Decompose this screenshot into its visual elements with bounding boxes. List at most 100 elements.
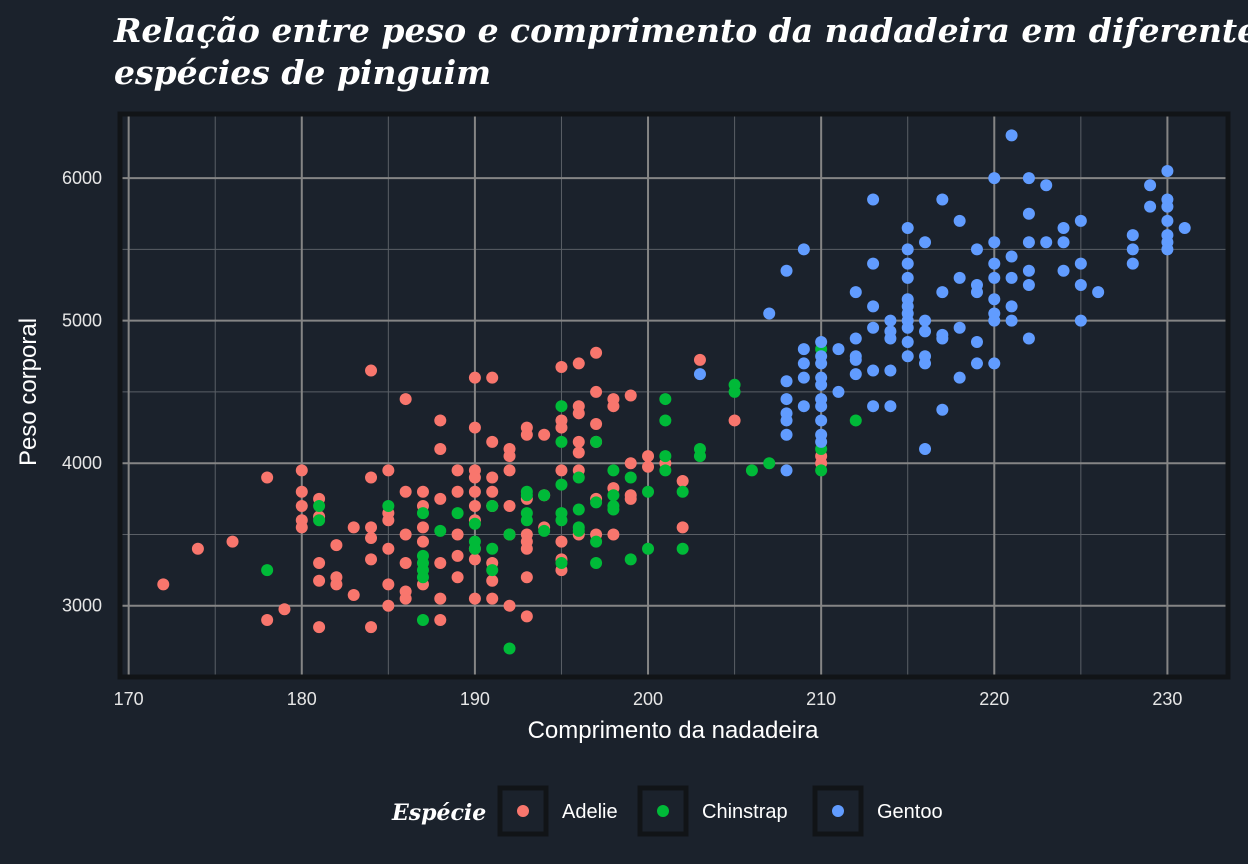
- data-point: [382, 514, 395, 527]
- legend-title: Espécie: [391, 800, 486, 826]
- data-point: [642, 450, 655, 463]
- data-point: [988, 314, 1001, 327]
- data-point: [1161, 214, 1174, 227]
- data-point: [624, 492, 637, 505]
- data-point: [745, 464, 758, 477]
- data-point: [970, 357, 983, 370]
- data-point: [815, 435, 828, 448]
- legend-label-chinstrap: Chinstrap: [702, 801, 788, 823]
- data-point: [953, 321, 966, 334]
- data-point: [468, 499, 481, 512]
- data-point: [1022, 236, 1035, 249]
- data-point: [1040, 236, 1053, 249]
- data-point: [555, 514, 568, 527]
- data-point: [382, 578, 395, 591]
- data-point: [988, 172, 1001, 185]
- legend-key-dot: [657, 805, 669, 817]
- data-point: [936, 286, 949, 299]
- data-point: [728, 414, 741, 427]
- data-point: [434, 442, 447, 455]
- data-point: [313, 556, 326, 569]
- data-point: [1144, 200, 1157, 213]
- data-point: [434, 556, 447, 569]
- data-point: [780, 393, 793, 406]
- data-point: [365, 521, 378, 534]
- data-point: [399, 393, 412, 406]
- data-point: [988, 357, 1001, 370]
- chart-title-line-2: espécies de pinguim: [114, 53, 491, 92]
- data-point: [191, 542, 204, 555]
- data-point: [867, 193, 880, 206]
- data-point: [624, 389, 637, 402]
- data-point: [468, 592, 481, 605]
- data-point: [919, 314, 932, 327]
- data-point: [468, 421, 481, 434]
- data-point: [295, 499, 308, 512]
- legend-key-box: [812, 785, 864, 837]
- data-point: [416, 535, 429, 548]
- y-tick-label: 4000: [62, 453, 102, 473]
- data-point: [1057, 264, 1070, 277]
- data-point: [936, 332, 949, 345]
- data-point: [1005, 314, 1018, 327]
- data-point: [676, 521, 689, 534]
- data-point: [1161, 243, 1174, 256]
- data-point: [763, 457, 776, 470]
- data-point: [624, 457, 637, 470]
- data-point: [884, 314, 897, 327]
- data-point: [1126, 257, 1139, 270]
- data-point: [624, 471, 637, 484]
- data-point: [849, 368, 862, 381]
- data-point: [503, 499, 516, 512]
- data-point: [486, 371, 499, 384]
- data-point: [624, 553, 637, 566]
- data-point: [1074, 257, 1087, 270]
- data-point: [1057, 222, 1070, 235]
- data-point: [867, 300, 880, 313]
- data-point: [1126, 229, 1139, 242]
- data-point: [1005, 250, 1018, 263]
- data-point: [607, 489, 620, 502]
- data-point: [815, 414, 828, 427]
- data-point: [849, 286, 862, 299]
- data-point: [970, 286, 983, 299]
- data-point: [642, 485, 655, 498]
- data-point: [503, 464, 516, 477]
- data-point: [1022, 332, 1035, 345]
- data-point: [555, 421, 568, 434]
- data-point: [797, 357, 810, 370]
- data-point: [849, 414, 862, 427]
- data-point: [780, 264, 793, 277]
- data-point: [590, 418, 603, 431]
- data-point: [399, 592, 412, 605]
- data-point: [867, 321, 880, 334]
- data-point: [434, 613, 447, 626]
- data-point: [919, 236, 932, 249]
- data-point: [486, 542, 499, 555]
- panel-border: [117, 111, 1231, 680]
- data-point: [434, 592, 447, 605]
- data-point: [642, 542, 655, 555]
- data-point: [416, 571, 429, 584]
- data-point: [832, 343, 845, 356]
- data-point: [468, 485, 481, 498]
- data-point: [607, 400, 620, 413]
- data-point: [434, 414, 447, 427]
- data-point: [451, 528, 464, 541]
- data-point: [486, 574, 499, 587]
- legend-key-dot: [517, 805, 529, 817]
- data-point: [884, 364, 897, 377]
- data-point: [849, 353, 862, 366]
- data-point: [884, 400, 897, 413]
- data-point: [1074, 214, 1087, 227]
- data-point: [451, 571, 464, 584]
- data-point: [538, 489, 551, 502]
- data-point: [520, 542, 533, 555]
- data-point: [1074, 279, 1087, 292]
- data-point: [365, 471, 378, 484]
- data-point: [590, 385, 603, 398]
- x-tick-label: 230: [1152, 689, 1182, 709]
- data-point: [451, 507, 464, 520]
- data-point: [520, 428, 533, 441]
- y-tick-label: 5000: [62, 311, 102, 331]
